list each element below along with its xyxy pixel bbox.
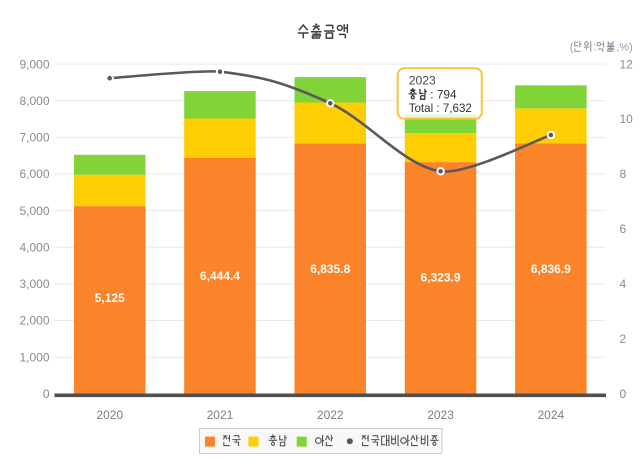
svg-text:6,444.4: 6,444.4: [200, 269, 240, 283]
svg-text:6,000: 6,000: [19, 167, 49, 181]
svg-text:2,000: 2,000: [19, 314, 49, 328]
svg-text:Total : 7,632: Total : 7,632: [409, 102, 472, 115]
svg-text:0: 0: [620, 387, 627, 401]
svg-text:10: 10: [620, 112, 634, 126]
svg-text:6,835.8: 6,835.8: [310, 262, 350, 276]
svg-text:: 794: : 794: [430, 87, 457, 101]
svg-text::: :: [593, 42, 596, 54]
svg-text:2023: 2023: [427, 408, 454, 422]
svg-text:6,836.9: 6,836.9: [531, 262, 571, 276]
svg-text:9,000: 9,000: [19, 57, 49, 71]
svg-text:5,125: 5,125: [95, 291, 125, 305]
svg-text:2023: 2023: [409, 73, 436, 87]
svg-text:4,000: 4,000: [19, 241, 49, 255]
svg-text:4: 4: [620, 277, 627, 291]
svg-text:6: 6: [620, 222, 627, 236]
svg-text:,%): ,%): [616, 42, 633, 54]
svg-text:3,000: 3,000: [19, 277, 49, 291]
svg-text:8: 8: [620, 167, 627, 181]
svg-text:2021: 2021: [207, 408, 234, 422]
svg-text:7,000: 7,000: [19, 131, 49, 145]
svg-text:8,000: 8,000: [19, 94, 49, 108]
svg-text:0: 0: [43, 387, 50, 401]
svg-text:2022: 2022: [317, 408, 344, 422]
svg-text:2024: 2024: [537, 408, 564, 422]
svg-text:2020: 2020: [96, 408, 123, 422]
svg-text:1,000: 1,000: [19, 350, 49, 364]
svg-text:6,323.9: 6,323.9: [421, 271, 461, 285]
svg-text:2: 2: [620, 332, 627, 346]
svg-text:12: 12: [620, 57, 634, 71]
svg-text:5,000: 5,000: [19, 204, 49, 218]
svg-text:(: (: [570, 42, 574, 54]
